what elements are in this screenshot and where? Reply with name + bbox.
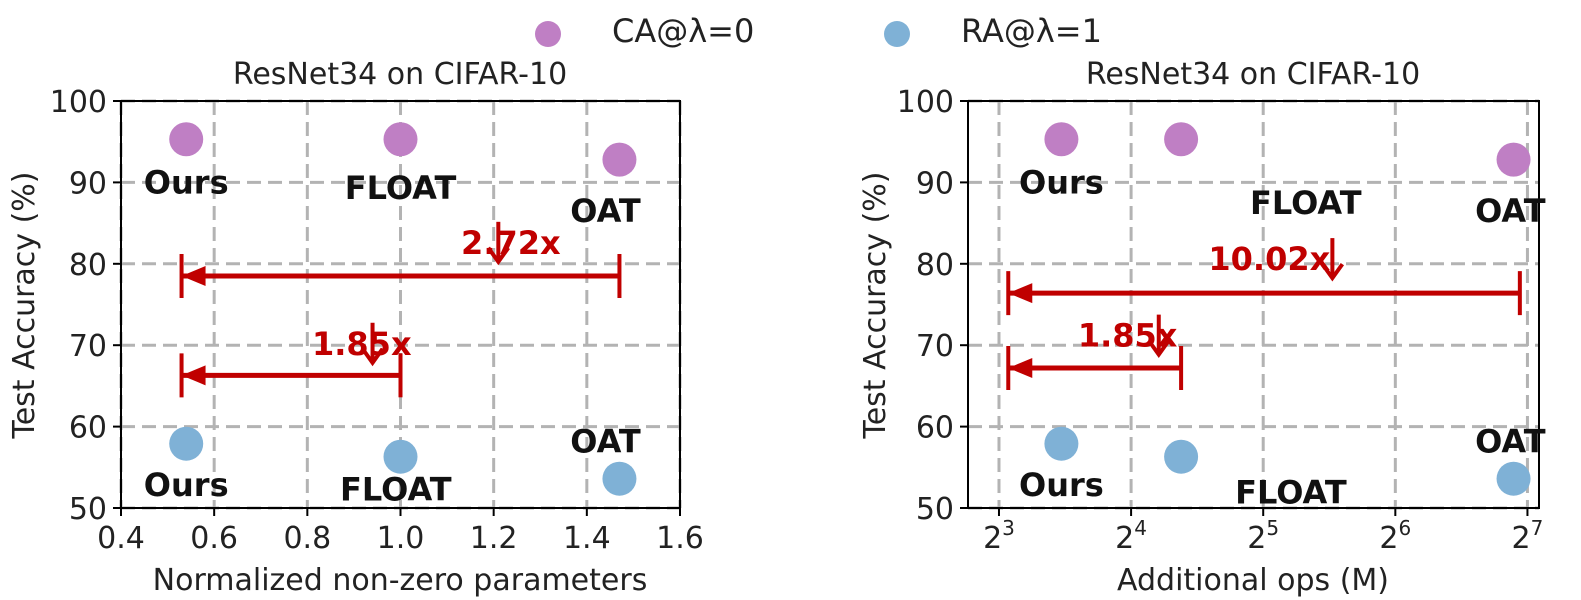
x-tick-label: 0.4 — [97, 521, 145, 556]
point-label-float: FLOAT — [340, 470, 452, 508]
point-label-float: FLOAT — [1235, 474, 1347, 512]
y-tick-label: 100 — [50, 85, 107, 120]
chart-right: 23 24 25 26 27 50 60 70 80 90 100 Ours FLOAT OAT Ours F… — [858, 57, 1546, 598]
x-tick-label: 0.8 — [283, 521, 331, 556]
chart-left-title: ResNet34 on CIFAR-10 — [233, 57, 567, 92]
legend-marker-ra — [884, 21, 910, 47]
chart-right-ylabel: Test Accuracy (%) — [858, 171, 893, 439]
x-tick-label: 27 — [1512, 516, 1544, 556]
point-label-ours: Ours — [1019, 163, 1104, 201]
x-tick-label: 1.6 — [656, 521, 704, 556]
point-label-float: FLOAT — [1250, 184, 1362, 222]
y-tick-label: 70 — [916, 329, 954, 364]
chart-left: 0.4 0.6 0.8 1.0 1.2 1.4 1.6 50 60 70 80 90 100 Ours FL… — [7, 57, 704, 598]
x-tick-label: 1.0 — [377, 521, 425, 556]
annotation-arrow-head — [181, 266, 206, 287]
y-tick-label: 70 — [69, 329, 107, 364]
annotation-label: 2.72x — [461, 224, 561, 262]
legend: CA@λ=0 RA@λ=1 — [535, 12, 1102, 50]
x-tick-label: 23 — [983, 516, 1015, 556]
legend-label-ca: CA@λ=0 — [612, 12, 754, 50]
y-tick-label: 90 — [69, 166, 107, 201]
point-label-float: FLOAT — [345, 169, 457, 207]
y-tick-label: 80 — [69, 248, 107, 283]
x-tick-label: 26 — [1379, 516, 1411, 556]
x-tick-label: 25 — [1247, 516, 1279, 556]
y-tick-label: 100 — [897, 85, 954, 120]
chart-right-title: ResNet34 on CIFAR-10 — [1086, 57, 1420, 92]
y-tick-label: 60 — [69, 411, 107, 446]
chart-left-ylabel: Test Accuracy (%) — [7, 171, 42, 439]
speedup-annotation: 2.72x — [179, 221, 622, 299]
legend-marker-ca — [535, 21, 561, 47]
series-ca-0 — [1044, 122, 1531, 177]
x-tick-label: 1.2 — [470, 521, 518, 556]
chart-left-xlabel: Normalized non-zero parameters — [153, 563, 648, 598]
series-ca-0 — [169, 122, 637, 177]
point-label-ours: Ours — [144, 466, 229, 504]
speedup-annotation: 1.85x — [179, 322, 412, 398]
y-tick-label: 60 — [916, 411, 954, 446]
speedup-annotation: 10.02x — [1006, 238, 1522, 316]
legend-label-ra: RA@λ=1 — [961, 12, 1102, 50]
annotation-label: 1.85x — [312, 325, 412, 363]
data-point — [602, 461, 637, 496]
plot-frame — [967, 100, 1540, 509]
data-point — [169, 122, 204, 157]
annotation-arrow-head — [181, 365, 206, 386]
down-arrow-icon-head — [360, 347, 385, 367]
chart-right-xlabel: Additional ops (M) — [1117, 563, 1389, 598]
annotation-arrow-head — [1008, 357, 1033, 378]
data-point — [169, 426, 204, 461]
y-tick-label: 50 — [69, 492, 107, 527]
data-point — [1164, 122, 1199, 157]
x-tick-label: 1.4 — [563, 521, 611, 556]
down-arrow-icon-head — [1147, 339, 1171, 359]
y-tick-label: 80 — [916, 248, 954, 283]
speedup-annotation: 1.85x — [1006, 314, 1184, 390]
data-point — [383, 439, 418, 474]
point-label-oat: OAT — [1475, 192, 1546, 230]
y-tick-label: 90 — [916, 166, 954, 201]
down-arrow-icon-head — [486, 246, 510, 266]
point-label-oat: OAT — [570, 422, 641, 460]
annotation-arrow-head — [1008, 283, 1033, 304]
point-label-oat: OAT — [1475, 422, 1546, 460]
data-point — [1164, 439, 1199, 474]
series-ra-1 — [1044, 426, 1531, 496]
data-point — [1044, 122, 1079, 157]
x-tick-label: 0.6 — [190, 521, 238, 556]
x-tick-label: 24 — [1115, 516, 1147, 556]
data-point — [1044, 426, 1079, 461]
data-point — [602, 142, 637, 177]
point-label-ours: Ours — [144, 163, 229, 201]
data-point — [383, 122, 418, 157]
series-ra-1 — [169, 426, 637, 496]
y-tick-label: 50 — [916, 492, 954, 527]
down-arrow-icon-head — [1320, 262, 1345, 282]
point-label-ours: Ours — [1019, 466, 1104, 504]
data-point — [1496, 142, 1531, 177]
point-label-oat: OAT — [570, 192, 641, 230]
annotation-label: 10.02x — [1208, 240, 1330, 278]
data-point — [1496, 461, 1531, 496]
